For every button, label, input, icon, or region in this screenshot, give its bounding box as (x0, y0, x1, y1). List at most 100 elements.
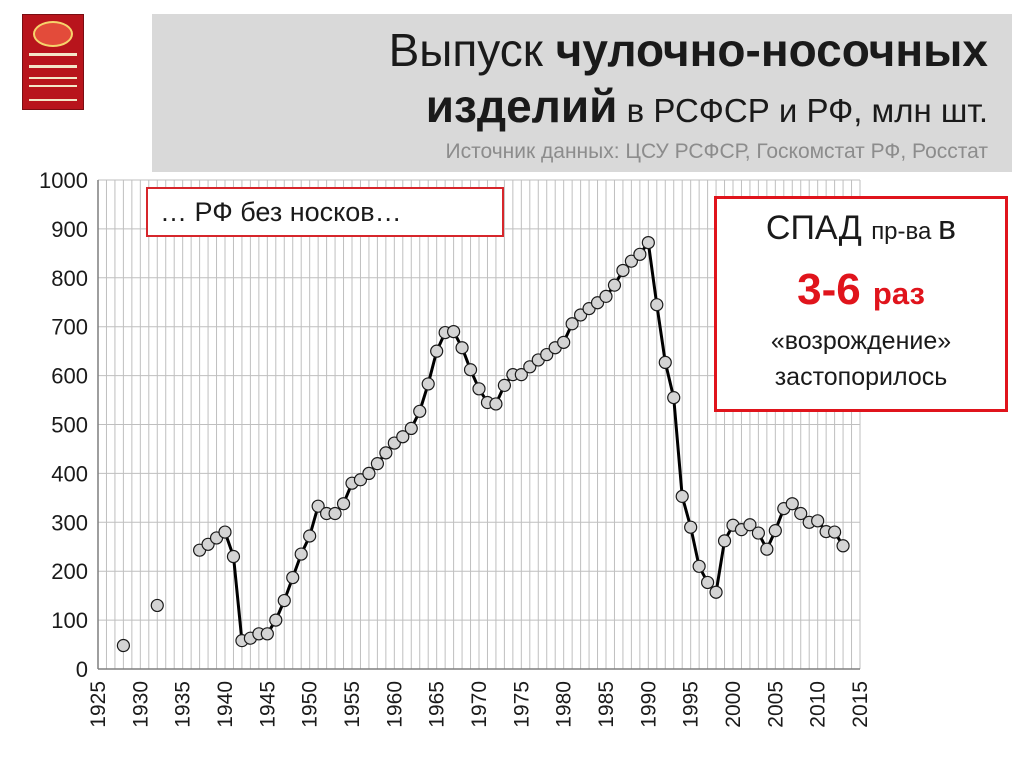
emblem-icon (33, 21, 73, 47)
cover-stripe (29, 65, 77, 68)
y-tick-label: 400 (51, 461, 88, 486)
data-point (455, 341, 469, 355)
data-point (675, 489, 689, 503)
callout-line3: «возрождение» (770, 327, 952, 355)
y-tick-label: 0 (76, 657, 88, 682)
callout-line4: застопорилось (774, 363, 948, 391)
y-tick-label: 600 (51, 364, 88, 389)
x-tick-label: 1990 (637, 681, 660, 728)
data-point-isolated (150, 598, 164, 613)
x-tick-label: 1980 (553, 681, 576, 728)
data-point (413, 404, 427, 418)
data-point (447, 324, 461, 339)
title-part2: в РСФСР и РФ, млн шт. (617, 92, 988, 129)
data-point (684, 520, 698, 534)
data-point (743, 518, 757, 532)
cover-stripe (29, 77, 77, 79)
data-point (226, 549, 241, 564)
data-point (607, 278, 622, 292)
y-tick-label: 800 (51, 266, 88, 291)
data-point (489, 397, 503, 411)
data-point (523, 360, 537, 374)
cover-stripe (29, 99, 77, 101)
data-point (311, 499, 325, 513)
data-point-isolated (116, 638, 131, 653)
data-point (641, 235, 655, 250)
x-tick-label: 1985 (595, 681, 618, 728)
y-tick-label: 500 (51, 413, 88, 438)
note-text: … РФ без носков… (160, 197, 402, 227)
x-tick-label: 1955 (341, 681, 364, 728)
data-point (709, 585, 723, 599)
data-point (599, 289, 613, 303)
data-point (269, 613, 283, 627)
cover-stripe (29, 53, 77, 56)
data-point (328, 506, 342, 521)
x-tick-label: 1965 (426, 681, 449, 728)
callout-box: СПАД пр-ва в 3-6 раз «возрождение» засто… (714, 196, 1008, 412)
data-point (260, 627, 274, 641)
x-tick-label: 1945 (256, 681, 279, 728)
header-band: Выпуск чулочно-носочных изделий в РСФСР … (152, 14, 1012, 172)
title-bold2: изделий (425, 80, 618, 132)
data-point (616, 263, 630, 278)
data-point (277, 593, 291, 608)
data-point (557, 335, 571, 349)
callout-line2: 3-6 раз (717, 265, 1005, 315)
data-point (794, 506, 808, 521)
x-tick-label: 1935 (172, 681, 195, 728)
data-source: Источник данных: ЦСУ РСФСР, Госкомстат Р… (445, 140, 988, 163)
data-point (751, 526, 766, 540)
x-tick-label: 2000 (722, 681, 745, 728)
x-tick-label: 2005 (764, 681, 787, 728)
data-point (336, 497, 351, 511)
data-point (421, 377, 435, 391)
data-point (379, 446, 393, 460)
y-tick-label: 300 (51, 510, 88, 535)
data-point (565, 317, 579, 331)
callout-line2-b: раз (872, 276, 925, 311)
book-cover-image (22, 14, 84, 110)
data-point (717, 534, 732, 548)
title-bold1: чулочно-носочных (555, 24, 988, 76)
data-point (404, 421, 418, 436)
y-tick-label: 1000 (39, 168, 88, 193)
data-point (785, 497, 799, 511)
callout-line1-c: в (938, 209, 957, 247)
data-point (811, 514, 825, 528)
data-point (836, 539, 850, 553)
data-point (650, 298, 664, 312)
x-tick-label: 1950 (299, 681, 322, 728)
data-point (692, 559, 706, 573)
y-tick-label: 700 (51, 315, 88, 340)
x-tick-label: 2015 (849, 681, 872, 728)
page-title: Выпуск чулочно-носочных изделий в РСФСР … (148, 22, 988, 139)
note-box: … РФ без носков… (146, 187, 504, 237)
data-point (768, 524, 782, 538)
data-point (218, 525, 232, 539)
data-point (827, 525, 842, 539)
data-point (497, 378, 511, 392)
x-tick-label: 1940 (214, 681, 237, 728)
data-point (624, 254, 639, 268)
data-point (362, 466, 376, 480)
x-tick-label: 1925 (87, 681, 110, 728)
data-point (430, 344, 444, 358)
callout-line1-a: СПАД (765, 209, 872, 247)
y-tick-label: 100 (51, 608, 88, 633)
data-point (286, 570, 300, 585)
data-point (472, 382, 486, 396)
callout-line1-b: пр-ва (871, 218, 939, 245)
data-point (633, 247, 647, 261)
x-tick-label: 1930 (129, 681, 152, 728)
data-point (540, 347, 554, 362)
y-tick-label: 900 (51, 217, 88, 242)
title-part1: Выпуск (388, 24, 556, 76)
x-tick-label: 1970 (468, 681, 491, 728)
data-point (514, 368, 528, 382)
data-point (700, 575, 715, 590)
data-point (760, 542, 774, 556)
x-tick-label: 2010 (807, 681, 830, 728)
data-point (463, 363, 478, 377)
